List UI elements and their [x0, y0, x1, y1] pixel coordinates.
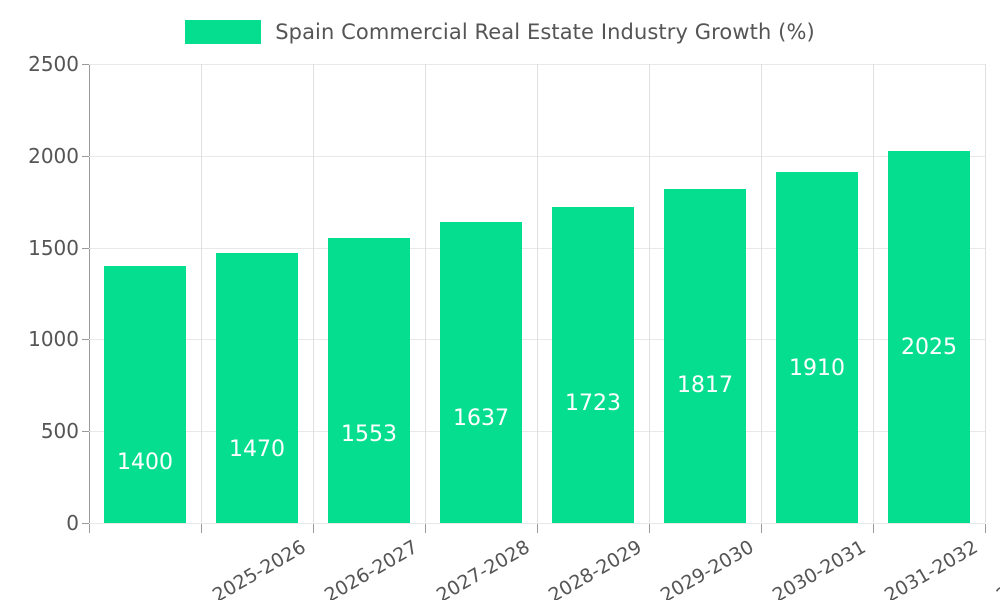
y-tick-mark	[82, 431, 89, 433]
legend-color-swatch	[185, 20, 262, 44]
x-tick-label: 2028-2029	[544, 536, 646, 600]
bar-value-label: 1817	[676, 373, 733, 399]
gridline-vertical	[649, 64, 650, 523]
bar-value-label: 1637	[452, 406, 509, 432]
gridline-vertical	[313, 64, 314, 523]
y-tick-label: 2000	[28, 143, 79, 168]
y-tick-mark	[82, 64, 89, 65]
x-tick-label: 2026-2027	[320, 536, 422, 600]
x-tick-label: 2027-2028	[432, 536, 534, 600]
x-tick-mark	[537, 524, 538, 533]
gridline-vertical	[201, 64, 202, 523]
bar-value-label: 1400	[116, 449, 173, 475]
x-tick-mark	[201, 524, 202, 533]
bar[interactable]: 1723	[552, 206, 634, 523]
y-tick-mark	[82, 247, 89, 249]
gridline-vertical	[537, 64, 538, 523]
bar-value-label: 1470	[228, 437, 285, 463]
bar[interactable]: 1817	[664, 189, 746, 523]
x-tick-mark	[985, 524, 986, 533]
gridline-vertical	[985, 64, 986, 523]
x-tick-mark	[761, 524, 762, 533]
x-tick-label: 2029-2030	[656, 536, 758, 600]
bar-value-label: 1553	[340, 421, 397, 447]
y-tick-mark	[82, 155, 89, 157]
gridline-vertical	[761, 64, 762, 523]
y-tick-label: 500	[40, 419, 79, 444]
plot-area: 1400 1470 1553 1637 1723 1817 1910 2025	[89, 64, 986, 524]
legend-label: Spain Commercial Real Estate Industry Gr…	[275, 20, 815, 44]
gridline-horizontal	[89, 523, 985, 524]
x-tick-mark	[425, 524, 426, 533]
bar-value-label: 1723	[564, 390, 621, 416]
x-tick-label: 2032-2033	[992, 536, 1000, 600]
x-tick-mark	[873, 524, 874, 533]
y-tick-mark	[82, 523, 89, 524]
y-tick-label: 0	[66, 511, 79, 535]
bar[interactable]: 1637	[440, 222, 522, 523]
x-tick-mark	[649, 524, 650, 533]
y-axis-spine	[89, 64, 90, 523]
x-tick-mark	[89, 524, 90, 533]
gridline-vertical	[425, 64, 426, 523]
bar[interactable]: 1910	[776, 172, 858, 523]
y-tick-label: 1500	[28, 235, 79, 260]
x-tick-label: 2030-2031	[768, 536, 870, 600]
bar-value-label: 1910	[788, 356, 845, 382]
bar[interactable]: 1400	[104, 265, 186, 523]
y-tick-label: 1000	[28, 327, 79, 352]
x-tick-mark	[313, 524, 314, 533]
bar-value-label: 2025	[900, 335, 957, 361]
chart-legend: Spain Commercial Real Estate Industry Gr…	[0, 14, 1000, 50]
gridline-vertical	[873, 64, 874, 523]
x-tick-label: 2031-2032	[880, 536, 982, 600]
bar[interactable]: 2025	[888, 151, 970, 523]
x-tick-label: 2025-2026	[208, 536, 310, 600]
y-tick-mark	[82, 339, 89, 341]
y-tick-label: 2500	[28, 52, 79, 76]
bar[interactable]: 1553	[328, 237, 410, 523]
bar[interactable]: 1470	[216, 253, 298, 523]
